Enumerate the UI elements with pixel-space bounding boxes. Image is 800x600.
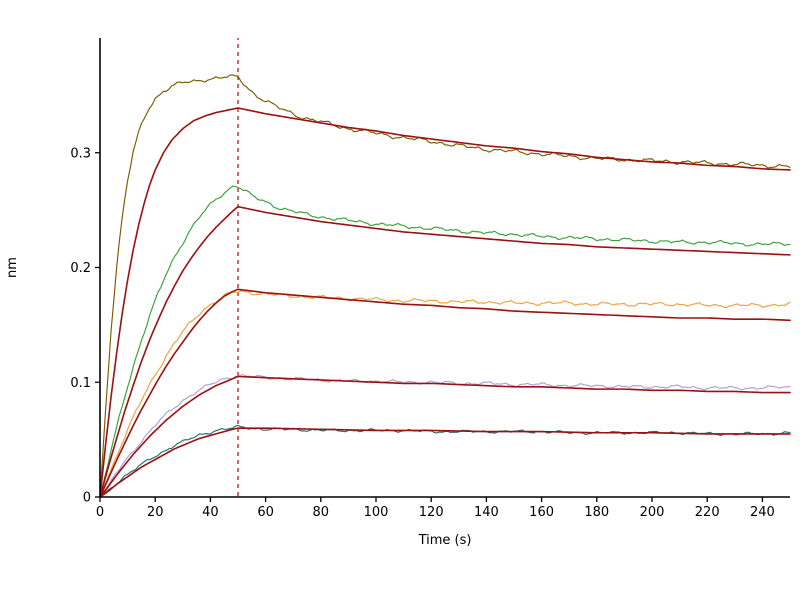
y-tick-label: 0.2 xyxy=(70,261,91,276)
axis-layer: 0 20 40 60 80 100 120 140 160 180 200 220 240 0 0.1 0.2… xyxy=(70,38,790,520)
x-tick-label: 40 xyxy=(202,505,219,520)
x-tick-label: 180 xyxy=(584,505,609,520)
y-axis-label: nm xyxy=(5,257,20,278)
x-tick-label: 120 xyxy=(419,505,444,520)
y-tick-label: 0.3 xyxy=(70,146,91,161)
y-tick-label: 0.1 xyxy=(70,376,91,391)
x-tick-label: 60 xyxy=(257,505,274,520)
x-tick-label: 100 xyxy=(364,505,389,520)
y-tick-label: 0 xyxy=(83,491,91,506)
series-layer xyxy=(99,74,791,498)
x-tick-label: 140 xyxy=(474,505,499,520)
fit-trace-1 xyxy=(99,107,791,498)
measured-trace-2-green xyxy=(99,185,791,498)
x-tick-label: 200 xyxy=(640,505,665,520)
x-tick-label: 220 xyxy=(695,505,720,520)
fit-trace-3 xyxy=(99,288,791,498)
fit-trace-5 xyxy=(99,427,791,498)
x-axis-label: Time (s) xyxy=(418,533,472,548)
fit-trace-4 xyxy=(99,375,791,498)
x-tick-label: 20 xyxy=(147,505,164,520)
x-tick-label: 80 xyxy=(313,505,330,520)
measured-trace-4-violet xyxy=(99,374,791,498)
x-tick-label: 240 xyxy=(750,505,775,520)
x-tick-label: 0 xyxy=(96,505,104,520)
x-tick-label: 160 xyxy=(529,505,554,520)
fit-trace-2 xyxy=(99,205,791,498)
